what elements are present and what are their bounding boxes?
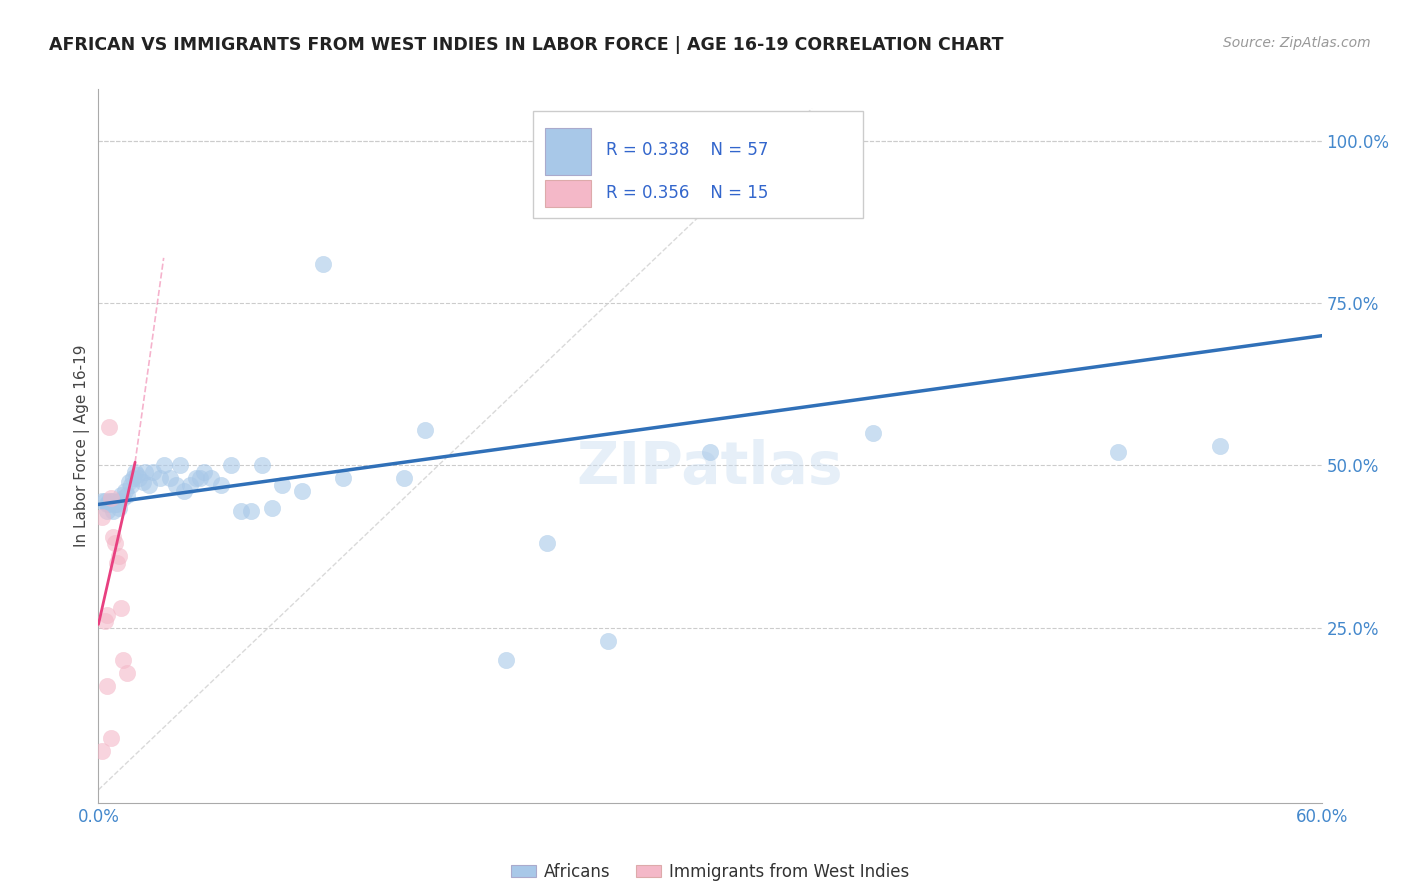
Africans [165,478,187,492]
Africans [159,471,181,485]
Africans [105,497,128,511]
Africans [169,458,191,473]
Africans [200,471,222,485]
Immigrants from West Indies [105,556,128,570]
Y-axis label: In Labor Force | Age 16-19: In Labor Force | Age 16-19 [75,344,90,548]
Immigrants from West Indies [115,666,138,681]
Africans [332,471,354,485]
Africans [598,633,620,648]
Text: R = 0.338    N = 57: R = 0.338 N = 57 [606,141,769,159]
FancyBboxPatch shape [533,111,863,218]
Text: AFRICAN VS IMMIGRANTS FROM WEST INDIES IN LABOR FORCE | AGE 16-19 CORRELATION CH: AFRICAN VS IMMIGRANTS FROM WEST INDIES I… [49,36,1004,54]
Africans [186,471,208,485]
Immigrants from West Indies [91,510,114,524]
Africans [101,494,124,508]
Africans [413,423,436,437]
Text: Source: ZipAtlas.com: Source: ZipAtlas.com [1223,36,1371,50]
Africans [97,497,120,511]
Africans [173,484,195,499]
Africans [291,484,314,499]
Immigrants from West Indies [96,607,118,622]
Africans [179,478,201,492]
Africans [128,471,150,485]
Text: R = 0.356    N = 15: R = 0.356 N = 15 [606,184,769,202]
Africans [122,471,145,485]
Africans [100,494,122,508]
Africans [101,504,124,518]
Immigrants from West Indies [108,549,131,564]
Africans [193,465,215,479]
Africans [110,488,132,502]
Bar [546,180,592,207]
Immigrants from West Indies [97,419,120,434]
Africans [96,504,118,518]
Africans [240,504,263,518]
Africans [91,494,114,508]
Africans [188,471,212,485]
Africans [219,458,242,473]
Africans [231,504,253,518]
Immigrants from West Indies [100,491,122,505]
Africans [392,471,416,485]
Africans [138,478,160,492]
Africans [270,478,294,492]
Africans [250,458,273,473]
Immigrants from West Indies [93,614,115,628]
Africans [132,475,155,489]
Africans [120,478,142,492]
Africans [495,653,517,667]
Africans [97,494,120,508]
Immigrants from West Indies [104,536,127,550]
Africans [1209,439,1232,453]
Africans [134,465,156,479]
Africans [93,494,115,508]
Africans [115,488,138,502]
Africans [149,471,172,485]
Africans [142,465,165,479]
Africans [209,478,232,492]
Africans [862,425,884,440]
Legend: Africans, Immigrants from West Indies: Africans, Immigrants from West Indies [505,856,915,888]
Immigrants from West Indies [91,744,114,758]
Africans [104,497,127,511]
Bar [546,128,592,175]
Immigrants from West Indies [96,679,118,693]
Immigrants from West Indies [101,530,124,544]
Africans [699,445,721,459]
Africans [536,536,558,550]
Africans [124,465,146,479]
Immigrants from West Indies [111,653,134,667]
Immigrants from West Indies [110,601,132,615]
Africans [312,257,335,271]
Text: ZIPatlas: ZIPatlas [576,439,844,496]
Africans [111,491,134,505]
Africans [152,458,174,473]
Africans [118,475,141,489]
Africans [96,497,118,511]
Africans [127,468,149,483]
Africans [260,500,283,515]
Africans [114,484,136,499]
Africans [108,500,131,515]
Africans [1107,445,1129,459]
Africans [108,494,131,508]
Immigrants from West Indies [100,731,122,745]
